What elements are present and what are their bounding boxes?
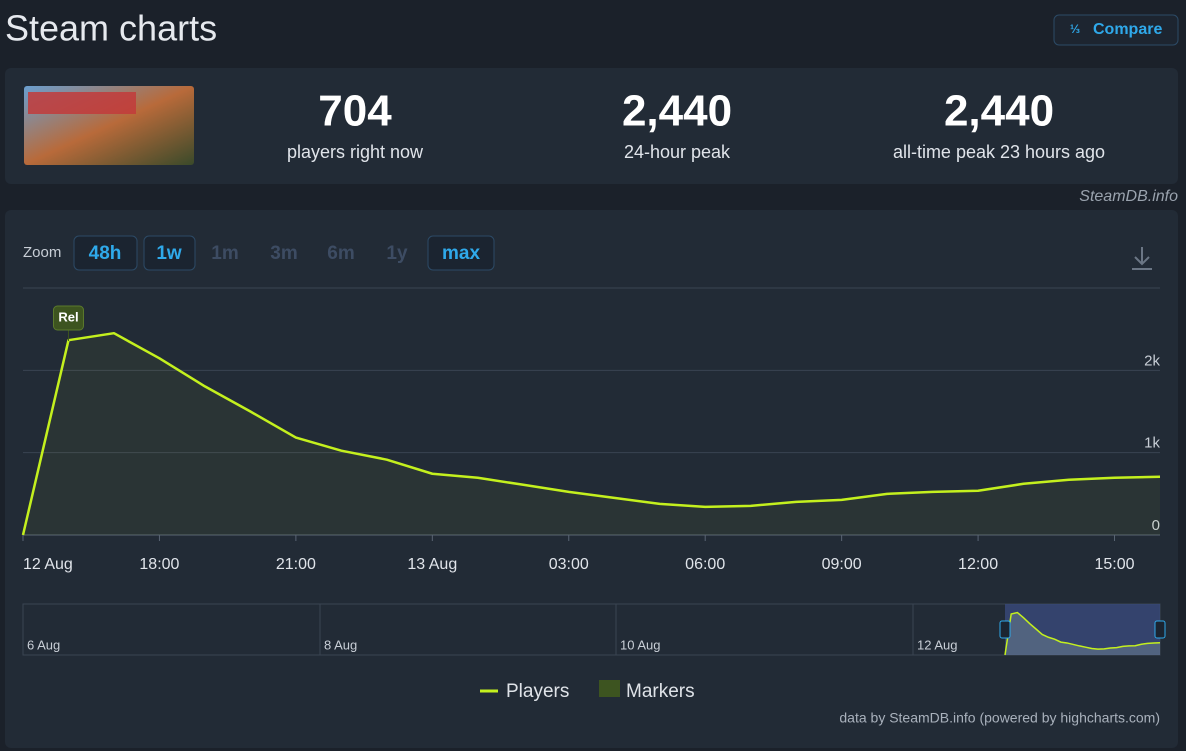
compare-icon: ⅓ — [1070, 22, 1080, 36]
zoom-option[interactable]: 1m — [211, 243, 238, 264]
stat-label: all-time peak 23 hours ago — [893, 142, 1105, 162]
stat-value: 704 — [318, 87, 392, 136]
y-tick-label: 0 — [1152, 517, 1160, 534]
game-logo — [28, 92, 136, 114]
compare-label[interactable]: Compare — [1093, 21, 1162, 38]
zoom-option[interactable]: 6m — [327, 243, 354, 264]
zoom-button[interactable] — [73, 235, 138, 271]
x-tick-label: 13 Aug — [407, 556, 457, 573]
zoom-option[interactable]: 3m — [270, 243, 297, 264]
legend-label[interactable]: Markers — [626, 681, 695, 702]
stat-value: 2,440 — [944, 87, 1054, 136]
navigator-line — [1004, 611, 1161, 656]
zoom-button[interactable] — [143, 235, 196, 271]
zoom-option[interactable]: 1w — [156, 243, 182, 264]
navigator-label: 8 Aug — [324, 637, 357, 652]
navigator-handle[interactable] — [1154, 620, 1166, 639]
legend-label[interactable]: Players — [506, 681, 569, 702]
source: SteamDB.info — [1079, 188, 1178, 205]
x-tick-label: 12 Aug — [23, 556, 73, 573]
legend-swatch — [599, 680, 620, 697]
x-tick-label: 21:00 — [276, 556, 316, 573]
x-tick-label: 06:00 — [685, 556, 725, 573]
x-tick-label: 12:00 — [958, 556, 998, 573]
flag-label: Rel — [58, 309, 78, 324]
y-tick-label: 2k — [1144, 352, 1160, 369]
zoom-option[interactable]: 48h — [89, 243, 122, 264]
zoom-button[interactable] — [427, 235, 495, 271]
download-icon[interactable] — [1132, 247, 1152, 270]
stats-panel — [5, 68, 1178, 184]
x-tick-label: 18:00 — [139, 556, 179, 573]
navigator[interactable] — [22, 603, 1161, 656]
navigator-area — [1005, 612, 1160, 655]
navigator-label: 12 Aug — [917, 637, 958, 652]
page-title: Steam charts — [5, 8, 217, 49]
x-tick-label: 03:00 — [549, 556, 589, 573]
y-tick-label: 1k — [1144, 435, 1160, 452]
navigator-handle[interactable] — [999, 620, 1011, 639]
stat-value: 2,440 — [622, 87, 732, 136]
navigator-label: 10 Aug — [620, 637, 661, 652]
flag — [52, 305, 84, 331]
stat-label: players right now — [287, 142, 424, 162]
series-area — [23, 333, 1160, 535]
navigator-label: 6 Aug — [27, 637, 60, 652]
compare-button[interactable] — [1053, 14, 1179, 46]
x-tick-label: 15:00 — [1094, 556, 1134, 573]
credits: data by SteamDB.info (powered by highcha… — [839, 710, 1160, 726]
series-line — [21, 331, 1161, 536]
x-tick-label: 09:00 — [822, 556, 862, 573]
zoom-option[interactable]: max — [442, 243, 480, 264]
zoom-label: Zoom — [23, 244, 61, 261]
zoom-option[interactable]: 1y — [386, 243, 408, 264]
stat-label: 24-hour peak — [624, 142, 731, 162]
